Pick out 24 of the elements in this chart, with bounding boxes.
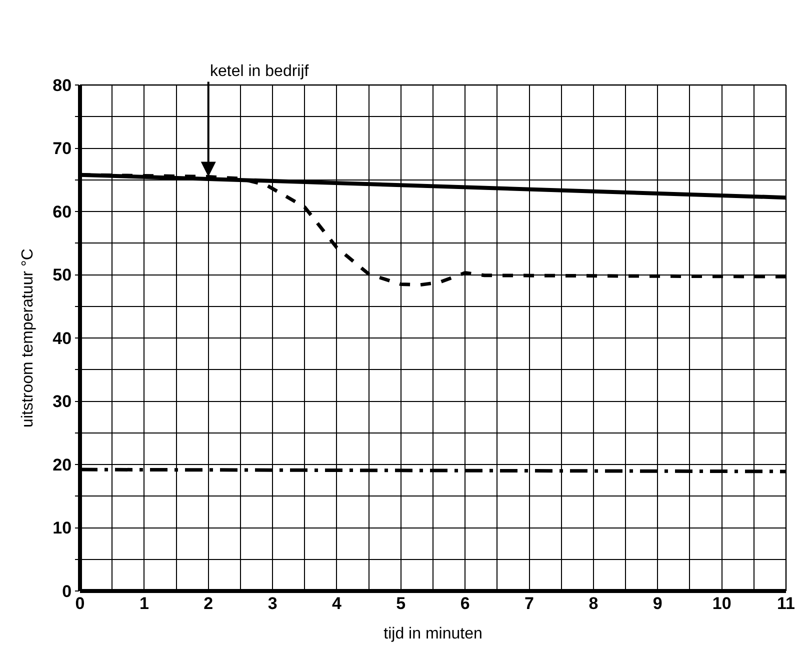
x-tick-label: 3: [268, 594, 278, 613]
y-tick-label: 70: [52, 139, 72, 158]
y-tick-label: 40: [52, 328, 72, 348]
x-tick-label: 9: [652, 594, 662, 613]
x-tick-label: 6: [460, 594, 470, 613]
x-tick-label: 7: [524, 594, 534, 613]
x-tick-label: 0: [75, 594, 85, 613]
x-axis-title: tijd in minuten: [384, 626, 482, 643]
x-tick-label: 10: [712, 594, 732, 613]
y-tick-label: 80: [52, 76, 72, 95]
annotation: ketel in bedrijf: [210, 63, 310, 80]
y-tick-label: 50: [52, 266, 72, 285]
y-tick-label: 20: [52, 455, 72, 474]
y-axis-title: uitstroom temperatuur °C: [20, 248, 37, 428]
y-tick-label: 60: [52, 202, 72, 222]
x-tick-label: 8: [588, 594, 598, 613]
y-tick-label: 30: [52, 392, 72, 412]
y-tick-label: 10: [52, 518, 72, 538]
x-tick-label: 11: [777, 594, 795, 613]
x-tick-label: 1: [139, 594, 149, 613]
x-tick-label: 4: [332, 594, 342, 613]
x-tick-label: 2: [204, 594, 214, 613]
y-tick-label: 0: [62, 582, 72, 601]
x-tick-label: 5: [396, 594, 406, 613]
